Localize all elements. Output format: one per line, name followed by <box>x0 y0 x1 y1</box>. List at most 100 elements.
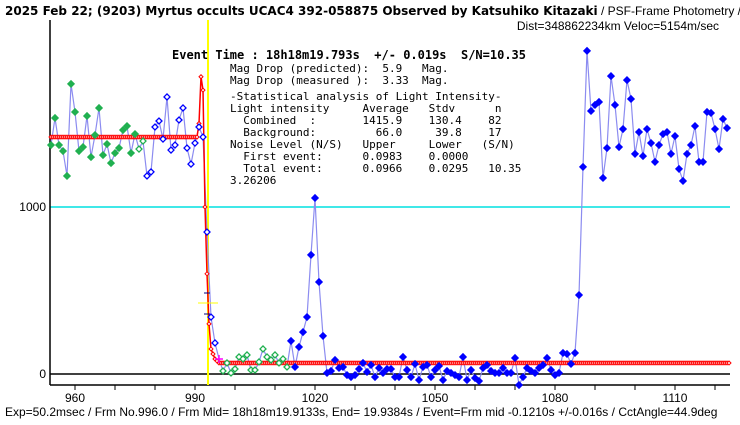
model-marker <box>198 74 204 80</box>
data-point <box>231 365 239 373</box>
model-marker <box>204 271 210 277</box>
data-point <box>574 290 584 300</box>
data-point <box>70 107 80 117</box>
data-point <box>434 361 444 371</box>
data-point <box>82 111 92 121</box>
data-point <box>714 144 724 154</box>
data-point <box>510 353 520 363</box>
data-point <box>114 143 124 153</box>
data-point <box>438 375 448 385</box>
data-point <box>614 142 624 152</box>
stats-heading: -Statistical analysis of Light Intensity… <box>230 90 502 103</box>
data-point <box>422 360 432 370</box>
data-point <box>90 130 100 140</box>
data-point <box>306 250 316 259</box>
data-point <box>542 353 552 363</box>
title-text: 2025 Feb 22; (9203) Myrtus occults UCAC4… <box>5 4 598 18</box>
data-point <box>530 368 540 378</box>
data-point <box>610 100 620 110</box>
data-point <box>586 106 596 116</box>
stats-combined: Combined : 1415.9 130.4 82 <box>230 114 502 127</box>
data-point <box>130 129 140 139</box>
data-point <box>239 355 247 363</box>
data-point <box>147 168 155 176</box>
data-point <box>410 359 420 369</box>
data-point <box>171 141 179 149</box>
data-point <box>374 363 384 373</box>
data-point <box>302 312 312 322</box>
data-point <box>330 355 340 365</box>
data-point <box>566 359 576 369</box>
data-point <box>386 364 396 374</box>
data-point <box>187 160 195 169</box>
data-point <box>46 140 56 150</box>
data-point <box>298 328 308 337</box>
data-point <box>706 108 716 118</box>
data-point <box>722 123 732 133</box>
data-point <box>458 352 468 362</box>
data-point <box>139 137 147 145</box>
data-point <box>638 152 648 161</box>
x-tick-label: 960 <box>65 391 85 405</box>
data-point <box>690 121 700 131</box>
data-point <box>283 363 291 371</box>
data-point <box>606 72 616 81</box>
data-point <box>251 366 259 374</box>
data-point <box>267 356 275 364</box>
chart-title: 2025 Feb 22; (9203) Myrtus occults UCAC4… <box>5 4 740 18</box>
data-point <box>678 176 688 186</box>
data-point <box>474 376 484 386</box>
data-point <box>66 79 76 88</box>
data-point <box>58 146 68 156</box>
model-marker <box>206 321 212 327</box>
model-marker <box>194 134 200 140</box>
data-point <box>263 353 271 361</box>
data-point <box>227 369 235 377</box>
data-point <box>163 93 171 101</box>
data-point <box>243 351 251 359</box>
data-point <box>98 151 108 160</box>
data-point <box>686 140 696 150</box>
data-point <box>118 125 128 135</box>
data-point <box>602 143 612 153</box>
data-point <box>74 146 84 156</box>
data-point <box>426 372 436 382</box>
stats-background: Background: 66.0 39.8 17 <box>230 126 502 139</box>
data-point <box>122 121 132 131</box>
data-point <box>159 135 167 143</box>
data-point <box>62 171 72 180</box>
data-point <box>462 375 472 385</box>
data-point <box>630 149 640 158</box>
data-point <box>466 365 476 375</box>
data-point <box>394 372 404 382</box>
data-point <box>570 348 580 358</box>
method-text: / PSF-Frame Photometry / <box>598 4 740 18</box>
noise-first-event: First event: 0.0983 0.0000 <box>230 150 468 163</box>
data-point <box>494 368 504 378</box>
data-point <box>102 139 112 149</box>
stats-panel: Mag Drop (predicted): 5.9 Mag. Mag Drop … <box>230 62 521 187</box>
data-point <box>366 360 376 370</box>
data-point <box>211 339 219 347</box>
data-point <box>354 364 364 374</box>
data-point <box>259 345 267 353</box>
data-point <box>618 124 628 134</box>
data-point <box>183 144 191 152</box>
data-point <box>203 228 211 236</box>
data-point <box>406 372 416 382</box>
data-point <box>518 372 528 382</box>
data-point <box>271 351 279 359</box>
data-point <box>106 159 116 168</box>
data-point <box>506 368 516 378</box>
x-tick-label: 1110 <box>663 391 688 405</box>
noise-total-event: Total event: 0.0966 0.0295 10.35 <box>230 162 521 175</box>
data-point <box>143 172 151 180</box>
data-point <box>698 157 708 166</box>
data-point <box>199 133 207 141</box>
data-point <box>290 362 300 372</box>
data-point <box>710 124 720 134</box>
data-point <box>255 358 263 366</box>
data-point <box>430 365 440 375</box>
data-point <box>314 277 324 287</box>
